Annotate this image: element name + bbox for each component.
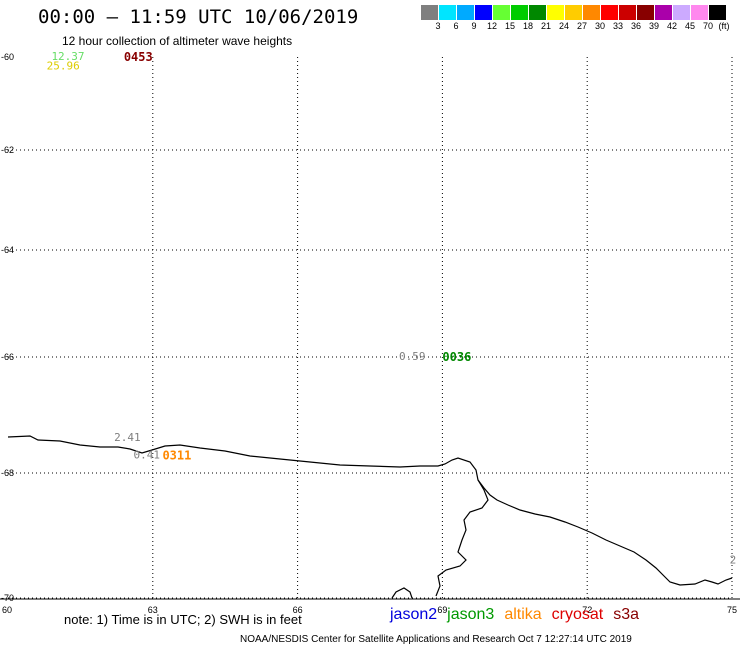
legend-swatch: [511, 5, 529, 20]
wave-height-label: 25.96: [47, 59, 80, 72]
coastline-fragment: [391, 587, 413, 599]
longitude-tick-label: 60: [2, 605, 12, 615]
mission-legend: jason2 jason3 altika cryosat s3a: [390, 606, 649, 624]
legend-swatch: [637, 5, 655, 20]
wave-height-label: 0.59: [399, 350, 426, 363]
legend-label: 9: [471, 21, 477, 31]
pass-time-label: 0036: [442, 350, 471, 364]
wave-height-label: 2: [730, 554, 737, 567]
wave-height-label: 12.37: [51, 50, 84, 63]
longitude-tick-label: 72: [582, 605, 592, 615]
longitude-tick-label: 75: [727, 605, 737, 615]
longitude-tick-label: 63: [148, 605, 158, 615]
latitude-tick-label: -62: [1, 145, 14, 155]
legend-swatch: [583, 5, 601, 20]
legend-label: 6: [453, 21, 459, 31]
ice-shelf-outline: [435, 479, 489, 597]
legend-label: 70: [702, 21, 713, 31]
footer-credit: NOAA/NESDIS Center for Satellite Applica…: [240, 634, 632, 645]
mission-s3a: s3a: [613, 606, 640, 623]
legend-label: 15: [504, 21, 515, 31]
pass-time-label: 0311: [162, 449, 191, 463]
legend-swatch: [565, 5, 583, 20]
pass-time-label: 0453: [124, 50, 153, 64]
legend-swatch: [619, 5, 637, 20]
legend-swatch: [421, 5, 439, 20]
legend-label: 39: [648, 21, 659, 31]
legend-label: 36: [630, 21, 641, 31]
legend-label: 3: [435, 21, 441, 31]
legend-label: 12: [486, 21, 497, 31]
mission-jason2: jason2: [390, 606, 438, 623]
wave-height-label: 0.41: [133, 449, 160, 462]
latitude-tick-label: -60: [1, 52, 14, 62]
legend-swatch: [673, 5, 691, 20]
mission-jason3: jason3: [447, 606, 495, 623]
latitude-tick-label: -66: [1, 352, 14, 362]
mission-altika: altika: [504, 606, 542, 623]
legend-swatch: [439, 5, 457, 20]
wave-height-label: 2.41: [114, 431, 141, 444]
legend-swatch: [457, 5, 475, 20]
legend-label: 18: [522, 21, 533, 31]
coastline: [7, 435, 733, 586]
legend-swatch: [547, 5, 565, 20]
legend-swatch: [709, 5, 727, 20]
legend-label: 45: [684, 21, 695, 31]
legend-label: 42: [666, 21, 677, 31]
legend-swatch: [691, 5, 709, 20]
map-subtitle: 12 hour collection of altimeter wave hei…: [62, 34, 293, 48]
longitude-tick-label: 69: [437, 605, 447, 615]
legend-unit: (ft): [718, 21, 730, 31]
legend-label: 24: [558, 21, 569, 31]
latitude-tick-label: -70: [1, 593, 14, 603]
legend-label: 30: [594, 21, 605, 31]
legend-label: 27: [576, 21, 587, 31]
legend-swatch: [493, 5, 511, 20]
latitude-tick-label: -68: [1, 468, 14, 478]
footer-note: note: 1) Time is in UTC; 2) SWH is in fe…: [64, 612, 302, 627]
legend-swatch: [475, 5, 493, 20]
legend-swatch: [529, 5, 547, 20]
legend-label: 33: [612, 21, 623, 31]
legend-swatch: [601, 5, 619, 20]
longitude-tick-label: 66: [293, 605, 303, 615]
map-title: 00:00 – 11:59 UTC 10/06/2019: [38, 6, 359, 28]
legend-label: 21: [540, 21, 551, 31]
mission-cryosat: cryosat: [551, 606, 604, 623]
legend-swatch: [655, 5, 673, 20]
latitude-tick-label: -64: [1, 245, 14, 255]
